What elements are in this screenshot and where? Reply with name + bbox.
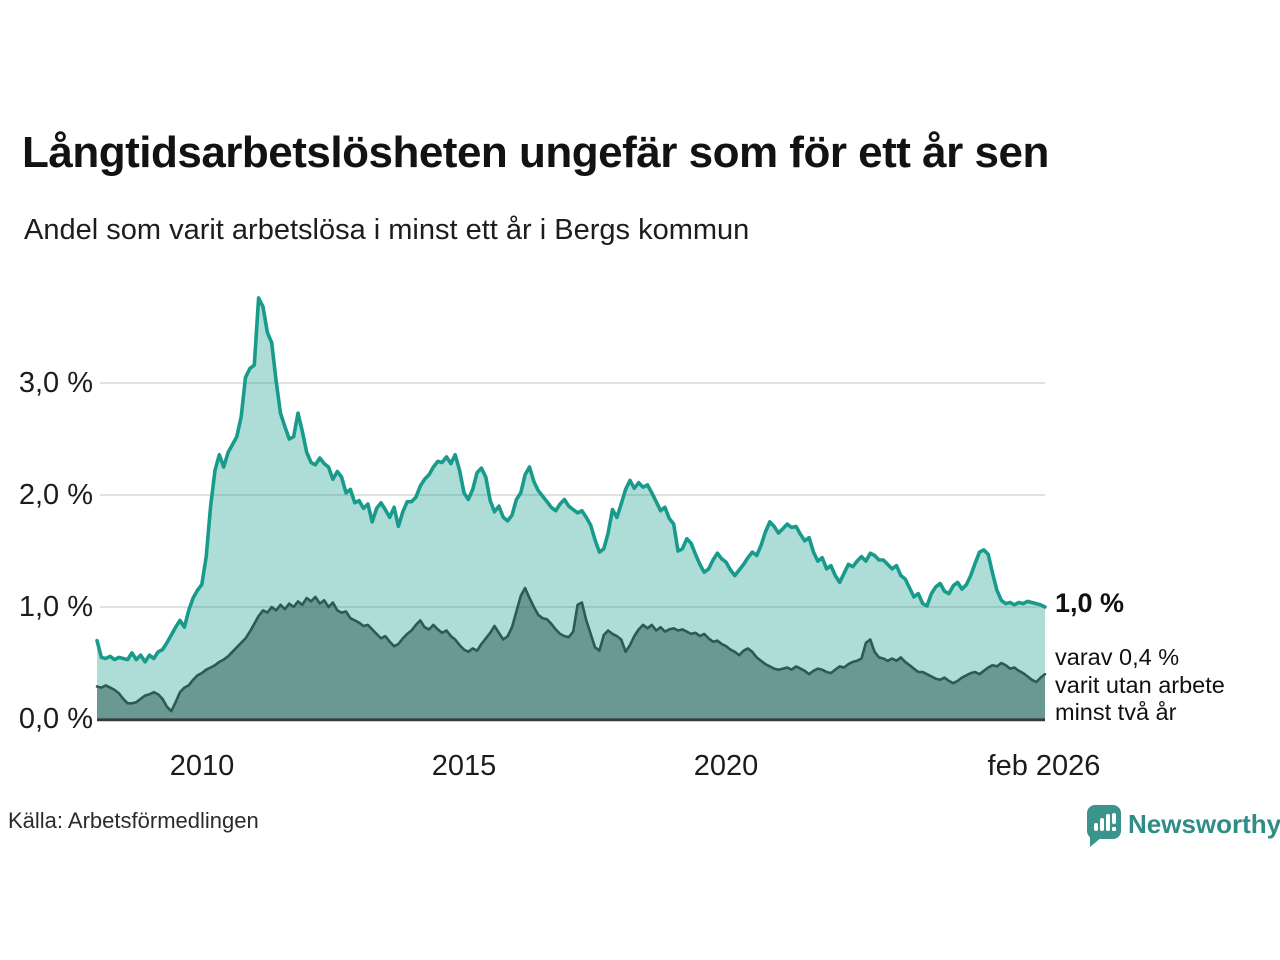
gridlines xyxy=(100,382,1045,608)
end-note-line-2: varit utan arbete xyxy=(1055,671,1225,698)
y-tick-1: 1,0 % xyxy=(18,591,93,623)
x-tick-2015: 2015 xyxy=(431,750,497,782)
y-tick-0: 0,0 % xyxy=(18,703,93,735)
x-tick-2010: 2010 xyxy=(169,750,235,782)
line-minst-ett-ar xyxy=(95,296,1047,664)
page-title: Långtidsarbetslösheten ungefär som för e… xyxy=(22,128,1049,177)
newsworthy-logo-icon xyxy=(1087,805,1121,847)
chart-subtitle: Andel som varit arbetslösa i minst ett å… xyxy=(24,214,750,246)
source-credit: Källa: Arbetsförmedlingen xyxy=(8,808,259,833)
y-tick-2: 2,0 % xyxy=(18,479,93,511)
x-tick-feb-2026: feb 2026 xyxy=(987,750,1101,782)
end-note-label: varav 0,4 % varit utan arbete minst två … xyxy=(1055,644,1225,727)
x-tick-2020: 2020 xyxy=(693,750,759,782)
area-fill-minst-tva-ar xyxy=(97,588,1045,719)
end-note-line-1: varav 0,4 % xyxy=(1055,644,1180,670)
y-tick-3: 3,0 % xyxy=(18,367,93,399)
newsworthy-logo-text: Newsworthy xyxy=(1128,809,1280,839)
line-minst-tva-ar xyxy=(95,586,1047,713)
end-value-label: 1,0 % xyxy=(1055,588,1125,618)
end-note-line-3: minst två år xyxy=(1055,699,1177,725)
